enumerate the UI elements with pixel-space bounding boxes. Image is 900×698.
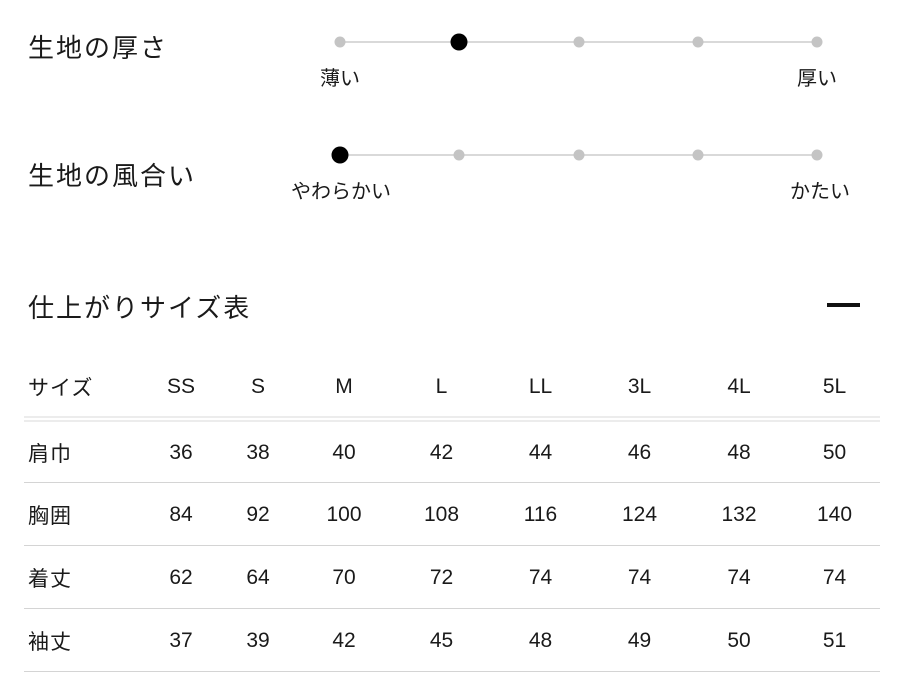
size-header-L: L [392, 355, 491, 422]
size-value-cell: 62 [142, 545, 220, 609]
size-value-cell: 48 [689, 419, 789, 483]
active-level-dot [331, 146, 349, 164]
collapse-section-button[interactable] [823, 285, 863, 325]
size-value-cell: 92 [220, 482, 296, 546]
size-header-4L: 4L [689, 355, 789, 422]
size-table-title: 仕上がりサイズ表 [28, 293, 252, 323]
measurement-label: 肩巾 [24, 419, 142, 483]
size-header-SS: SS [142, 355, 220, 422]
size-table-row: 着丈 62 64 70 72 74 74 74 74 [24, 545, 880, 609]
size-header-S: S [220, 355, 296, 422]
size-value-cell: 50 [789, 419, 880, 483]
size-value-cell: 44 [491, 419, 590, 483]
size-value-cell: 36 [142, 419, 220, 483]
size-value-cell: 51 [789, 608, 880, 672]
finished-size-table: サイズ SS S M L LL 3L 4L 5L 肩巾 36 38 40 42 44 46 48 50 胸囲 84 9… [24, 355, 880, 672]
size-table-row: 肩巾 36 38 40 42 44 46 48 50 [24, 419, 880, 483]
size-table-header-row: サイズ SS S M L LL 3L 4L 5L [24, 355, 880, 422]
size-value-cell: 124 [590, 482, 689, 546]
size-value-cell: 72 [392, 545, 491, 609]
size-table-row: 胸囲 84 92 100 108 116 124 132 140 [24, 482, 880, 546]
level-dot [453, 149, 465, 161]
size-value-cell: 50 [689, 608, 789, 672]
size-value-cell: 74 [689, 545, 789, 609]
size-value-cell: 132 [689, 482, 789, 546]
level-dot [573, 36, 584, 48]
size-value-cell: 37 [142, 608, 220, 672]
measurement-label: 胸囲 [24, 482, 142, 546]
size-value-cell: 74 [590, 545, 689, 609]
size-value-cell: 40 [296, 419, 392, 483]
size-column-title: サイズ [24, 355, 142, 422]
size-value-cell: 42 [392, 419, 491, 483]
minus-icon [826, 303, 860, 307]
size-value-cell: 108 [392, 482, 491, 546]
size-value-cell: 100 [296, 482, 392, 546]
size-value-cell: 39 [220, 608, 296, 672]
size-header-5L: 5L [789, 355, 880, 422]
fabric-thickness-scale [330, 33, 827, 51]
size-value-cell: 42 [296, 608, 392, 672]
level-dot [692, 149, 704, 161]
thickness-max-label: 厚い [797, 68, 837, 90]
size-value-cell: 70 [296, 545, 392, 609]
size-value-cell: 64 [220, 545, 296, 609]
size-value-cell: 46 [590, 419, 689, 483]
size-value-cell: 48 [491, 608, 590, 672]
size-header-LL: LL [491, 355, 590, 422]
level-dot [811, 36, 823, 48]
level-dot [573, 149, 584, 161]
size-header-3L: 3L [590, 355, 689, 422]
size-value-cell: 38 [220, 419, 296, 483]
fabric-texture-scale [330, 146, 827, 164]
size-value-cell: 84 [142, 482, 220, 546]
size-value-cell: 74 [789, 545, 880, 609]
size-value-cell: 45 [392, 608, 491, 672]
size-value-cell: 140 [789, 482, 880, 546]
level-dot [811, 149, 823, 161]
level-dot [692, 36, 704, 48]
fabric-thickness-label: 生地の厚さ [28, 33, 169, 63]
thickness-min-label: 薄い [320, 68, 360, 90]
size-value-cell: 74 [491, 545, 590, 609]
size-table-row: 袖丈 37 39 42 45 48 49 50 51 [24, 608, 880, 672]
measurement-label: 着丈 [24, 545, 142, 609]
texture-min-label: やわらかい [291, 181, 391, 203]
measurement-label: 袖丈 [24, 608, 142, 672]
size-value-cell: 49 [590, 608, 689, 672]
size-value-cell: 116 [491, 482, 590, 546]
level-dot [334, 36, 346, 48]
texture-max-label: かたい [790, 181, 850, 203]
size-header-M: M [296, 355, 392, 422]
active-level-dot [450, 33, 468, 51]
fabric-texture-label: 生地の風合い [28, 161, 197, 191]
